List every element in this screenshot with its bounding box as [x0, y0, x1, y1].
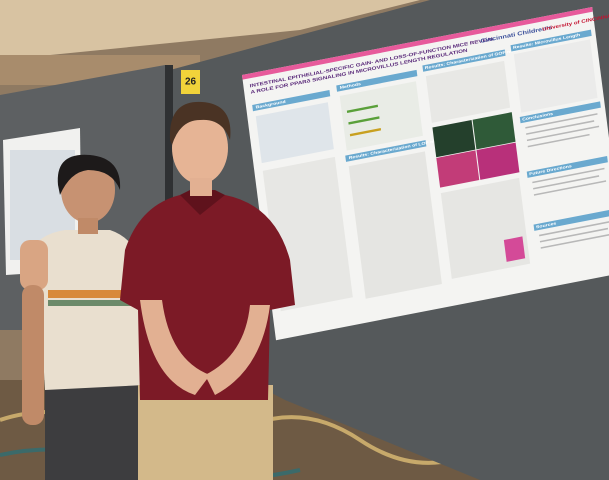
section-header — [533, 209, 609, 231]
figure — [440, 177, 531, 279]
section-header — [519, 101, 601, 124]
collar — [180, 190, 225, 215]
figure — [425, 60, 511, 123]
text-line — [533, 180, 607, 196]
ceiling — [0, 0, 420, 60]
number-sign — [181, 70, 200, 94]
figure — [513, 39, 598, 113]
figure — [348, 151, 442, 299]
gel-band — [349, 127, 382, 137]
text-line — [526, 120, 595, 135]
section-header — [510, 29, 592, 52]
section-title: Conclusions — [522, 111, 554, 121]
text-line — [539, 220, 609, 237]
neck — [78, 218, 98, 234]
section-header — [526, 155, 608, 178]
text-line — [527, 133, 590, 148]
micrograph — [436, 150, 480, 188]
gel-band — [348, 116, 380, 125]
shirt-stripe — [48, 290, 144, 298]
pants — [138, 385, 273, 480]
person-right — [120, 101, 295, 480]
text-line — [540, 233, 609, 249]
hair — [57, 154, 121, 195]
poster-stripe — [242, 6, 593, 80]
arm — [140, 300, 210, 395]
micrograph — [432, 119, 476, 158]
person-left — [20, 154, 145, 480]
figure — [255, 102, 334, 164]
neck — [190, 178, 212, 196]
text-line — [525, 113, 598, 129]
text-line — [533, 175, 600, 190]
micrograph — [472, 112, 516, 150]
face — [172, 112, 228, 184]
number-sign-text: 26 — [185, 77, 197, 88]
section-title: Background — [255, 99, 286, 109]
text-line — [526, 125, 600, 142]
gel-band — [346, 104, 379, 113]
text-line — [539, 227, 609, 243]
shirt — [22, 230, 145, 390]
section-header — [252, 89, 331, 112]
section-header — [336, 69, 418, 92]
poster: INTESTINAL EPITHELIAL-SPECIFIC GAIN- AND… — [242, 6, 609, 341]
section-title: Methods — [339, 81, 361, 89]
text-line — [532, 167, 605, 184]
shirt-stripe — [48, 300, 144, 306]
section-header — [345, 140, 427, 162]
sleeve — [20, 240, 48, 290]
micrograph — [476, 142, 520, 180]
section-title: Sources — [536, 221, 557, 229]
arm — [22, 285, 44, 425]
hair — [169, 101, 231, 145]
micrograph — [503, 236, 526, 262]
section-header — [422, 49, 506, 72]
arm — [205, 305, 270, 395]
